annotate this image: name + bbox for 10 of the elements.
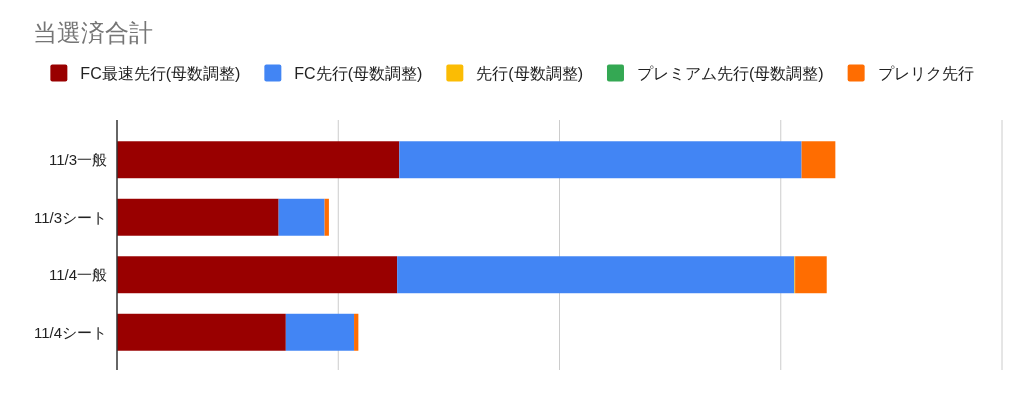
- y-tick-label: 11/3一般: [48, 151, 107, 169]
- y-tick-label: 11/3シート: [33, 208, 107, 226]
- legend-label: FC先行(母数調整): [294, 65, 423, 82]
- y-tick-label: 11/4一般: [48, 266, 107, 284]
- legend-label: FC最速先行(母数調整): [80, 65, 241, 82]
- legend-label: プレミアム先行(母数調整): [636, 65, 824, 82]
- y-tick-label: 11/4シート: [33, 323, 107, 341]
- legend-label: プレリク先行: [877, 65, 974, 82]
- legend-label: 先行(母数調整): [476, 65, 583, 82]
- title: 当選済合計: [33, 19, 153, 46]
